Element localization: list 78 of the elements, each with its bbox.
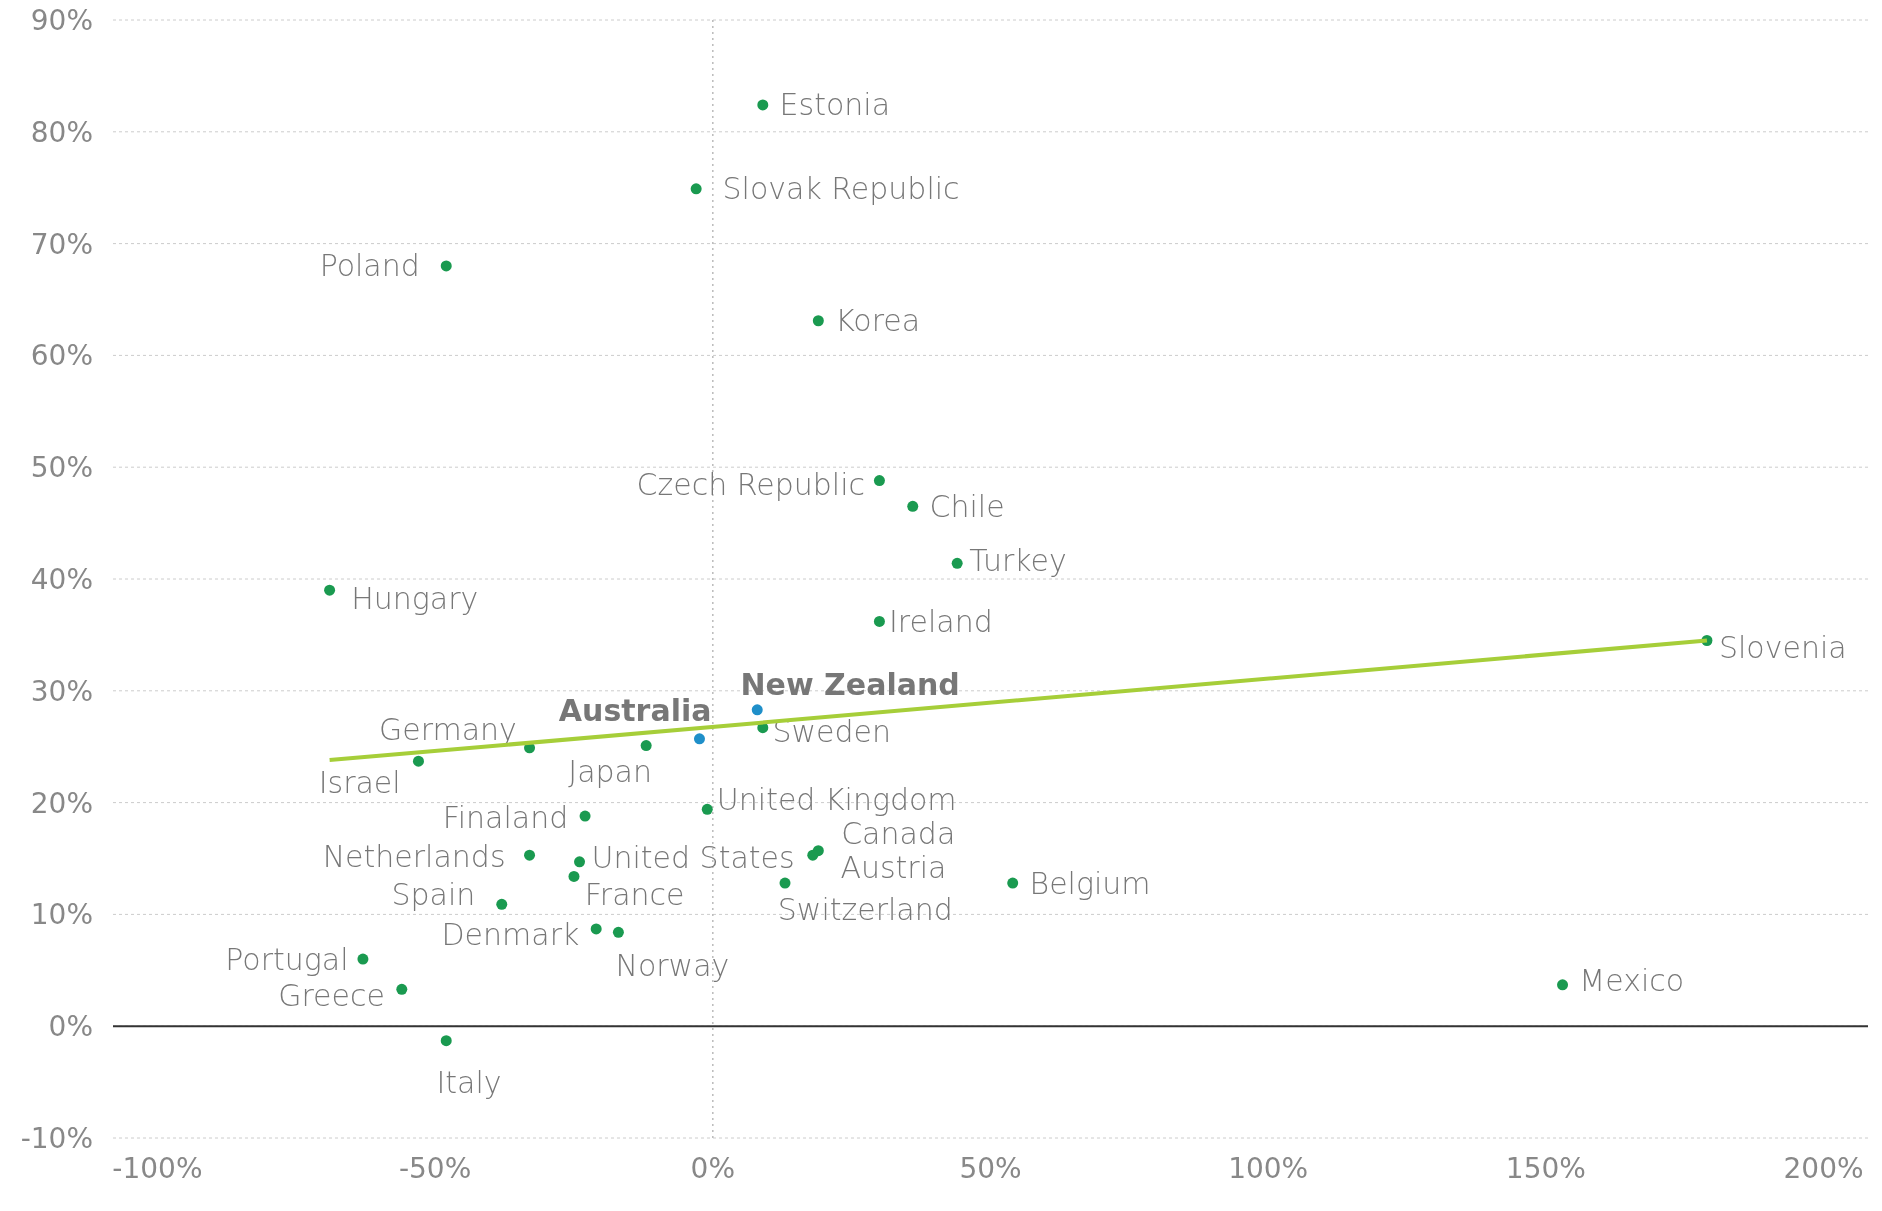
series-label: United Kingdom [716, 782, 957, 818]
point [873, 475, 885, 487]
y-tick-label: 50% [30, 451, 93, 485]
series-label: Germany [378, 712, 517, 748]
point [907, 500, 919, 512]
series-label: Czech Republic [636, 466, 866, 502]
point [873, 615, 885, 627]
series-label: Greece [278, 977, 385, 1013]
point [807, 849, 819, 861]
x-tick-label: 150% [1505, 1151, 1586, 1185]
series-label: Australia [558, 692, 712, 728]
series-label: Korea [835, 303, 921, 339]
x-tick-label: 100% [1228, 1151, 1309, 1185]
x-tick-label: 0% [690, 1151, 736, 1185]
point [612, 926, 624, 938]
series-label: Switzerland [777, 892, 953, 927]
point [396, 983, 408, 995]
series-label: Poland [319, 248, 420, 284]
x-tick-label: 50% [959, 1151, 1022, 1185]
point [579, 810, 591, 822]
series-label: Japan [568, 754, 652, 790]
point [412, 755, 424, 767]
series-label: Israel [318, 765, 401, 801]
series-label: Spain [391, 877, 476, 913]
x-tick-label: -100% [112, 1151, 203, 1185]
point [1007, 877, 1019, 889]
point [324, 584, 336, 596]
series-label: France [584, 876, 685, 912]
series-label: Estonia [779, 87, 891, 123]
point [640, 740, 652, 752]
series-label: United States [591, 839, 795, 875]
y-tick-label: 90% [30, 3, 93, 37]
y-tick-label: 30% [30, 674, 93, 708]
series-label: Portugal [225, 941, 349, 977]
point [568, 870, 580, 882]
series-label: Sweden [772, 713, 891, 749]
series-label: Chile [929, 488, 1005, 524]
y-tick-label: 40% [30, 562, 93, 596]
series-label: Slovenia [1718, 630, 1847, 666]
y-tick-label: 60% [30, 339, 93, 373]
point [1557, 979, 1569, 991]
point [440, 1035, 452, 1047]
point [357, 953, 369, 965]
series-label: Mexico [1579, 962, 1685, 998]
y-tick-label: 10% [30, 898, 93, 932]
point [690, 183, 702, 195]
point [751, 704, 763, 716]
series-label: Netherlands [322, 838, 506, 874]
series-label: Belgium [1029, 865, 1151, 901]
series-label: Austria [840, 849, 947, 885]
series-label: Italy [436, 1065, 502, 1101]
series-label: Ireland [889, 603, 993, 639]
point [757, 99, 769, 111]
point [693, 733, 705, 745]
y-tick-label: 0% [48, 1010, 93, 1044]
point [524, 849, 536, 861]
series-label: Denmark [441, 917, 580, 953]
y-tick-label: 80% [30, 115, 93, 149]
point [590, 923, 602, 935]
y-tick-label: 70% [30, 227, 93, 261]
x-tick-label: -50% [398, 1151, 472, 1185]
point [779, 877, 791, 889]
series-label: Finaland [442, 799, 569, 835]
series-label: Norway [615, 948, 730, 984]
point [496, 898, 508, 910]
point [440, 260, 452, 272]
point [951, 557, 963, 569]
y-tick-label: -10% [20, 1121, 93, 1155]
point [812, 315, 824, 327]
point [574, 856, 586, 868]
series-label: Slovak Republic [722, 171, 960, 207]
series-label: New Zealand [740, 667, 960, 703]
y-tick-label: 20% [30, 786, 93, 820]
series-label: Turkey [969, 543, 1067, 579]
series-label: Hungary [351, 581, 479, 617]
x-tick-label: 200% [1783, 1151, 1864, 1185]
point [701, 803, 713, 815]
series-label: Canada [841, 816, 956, 852]
